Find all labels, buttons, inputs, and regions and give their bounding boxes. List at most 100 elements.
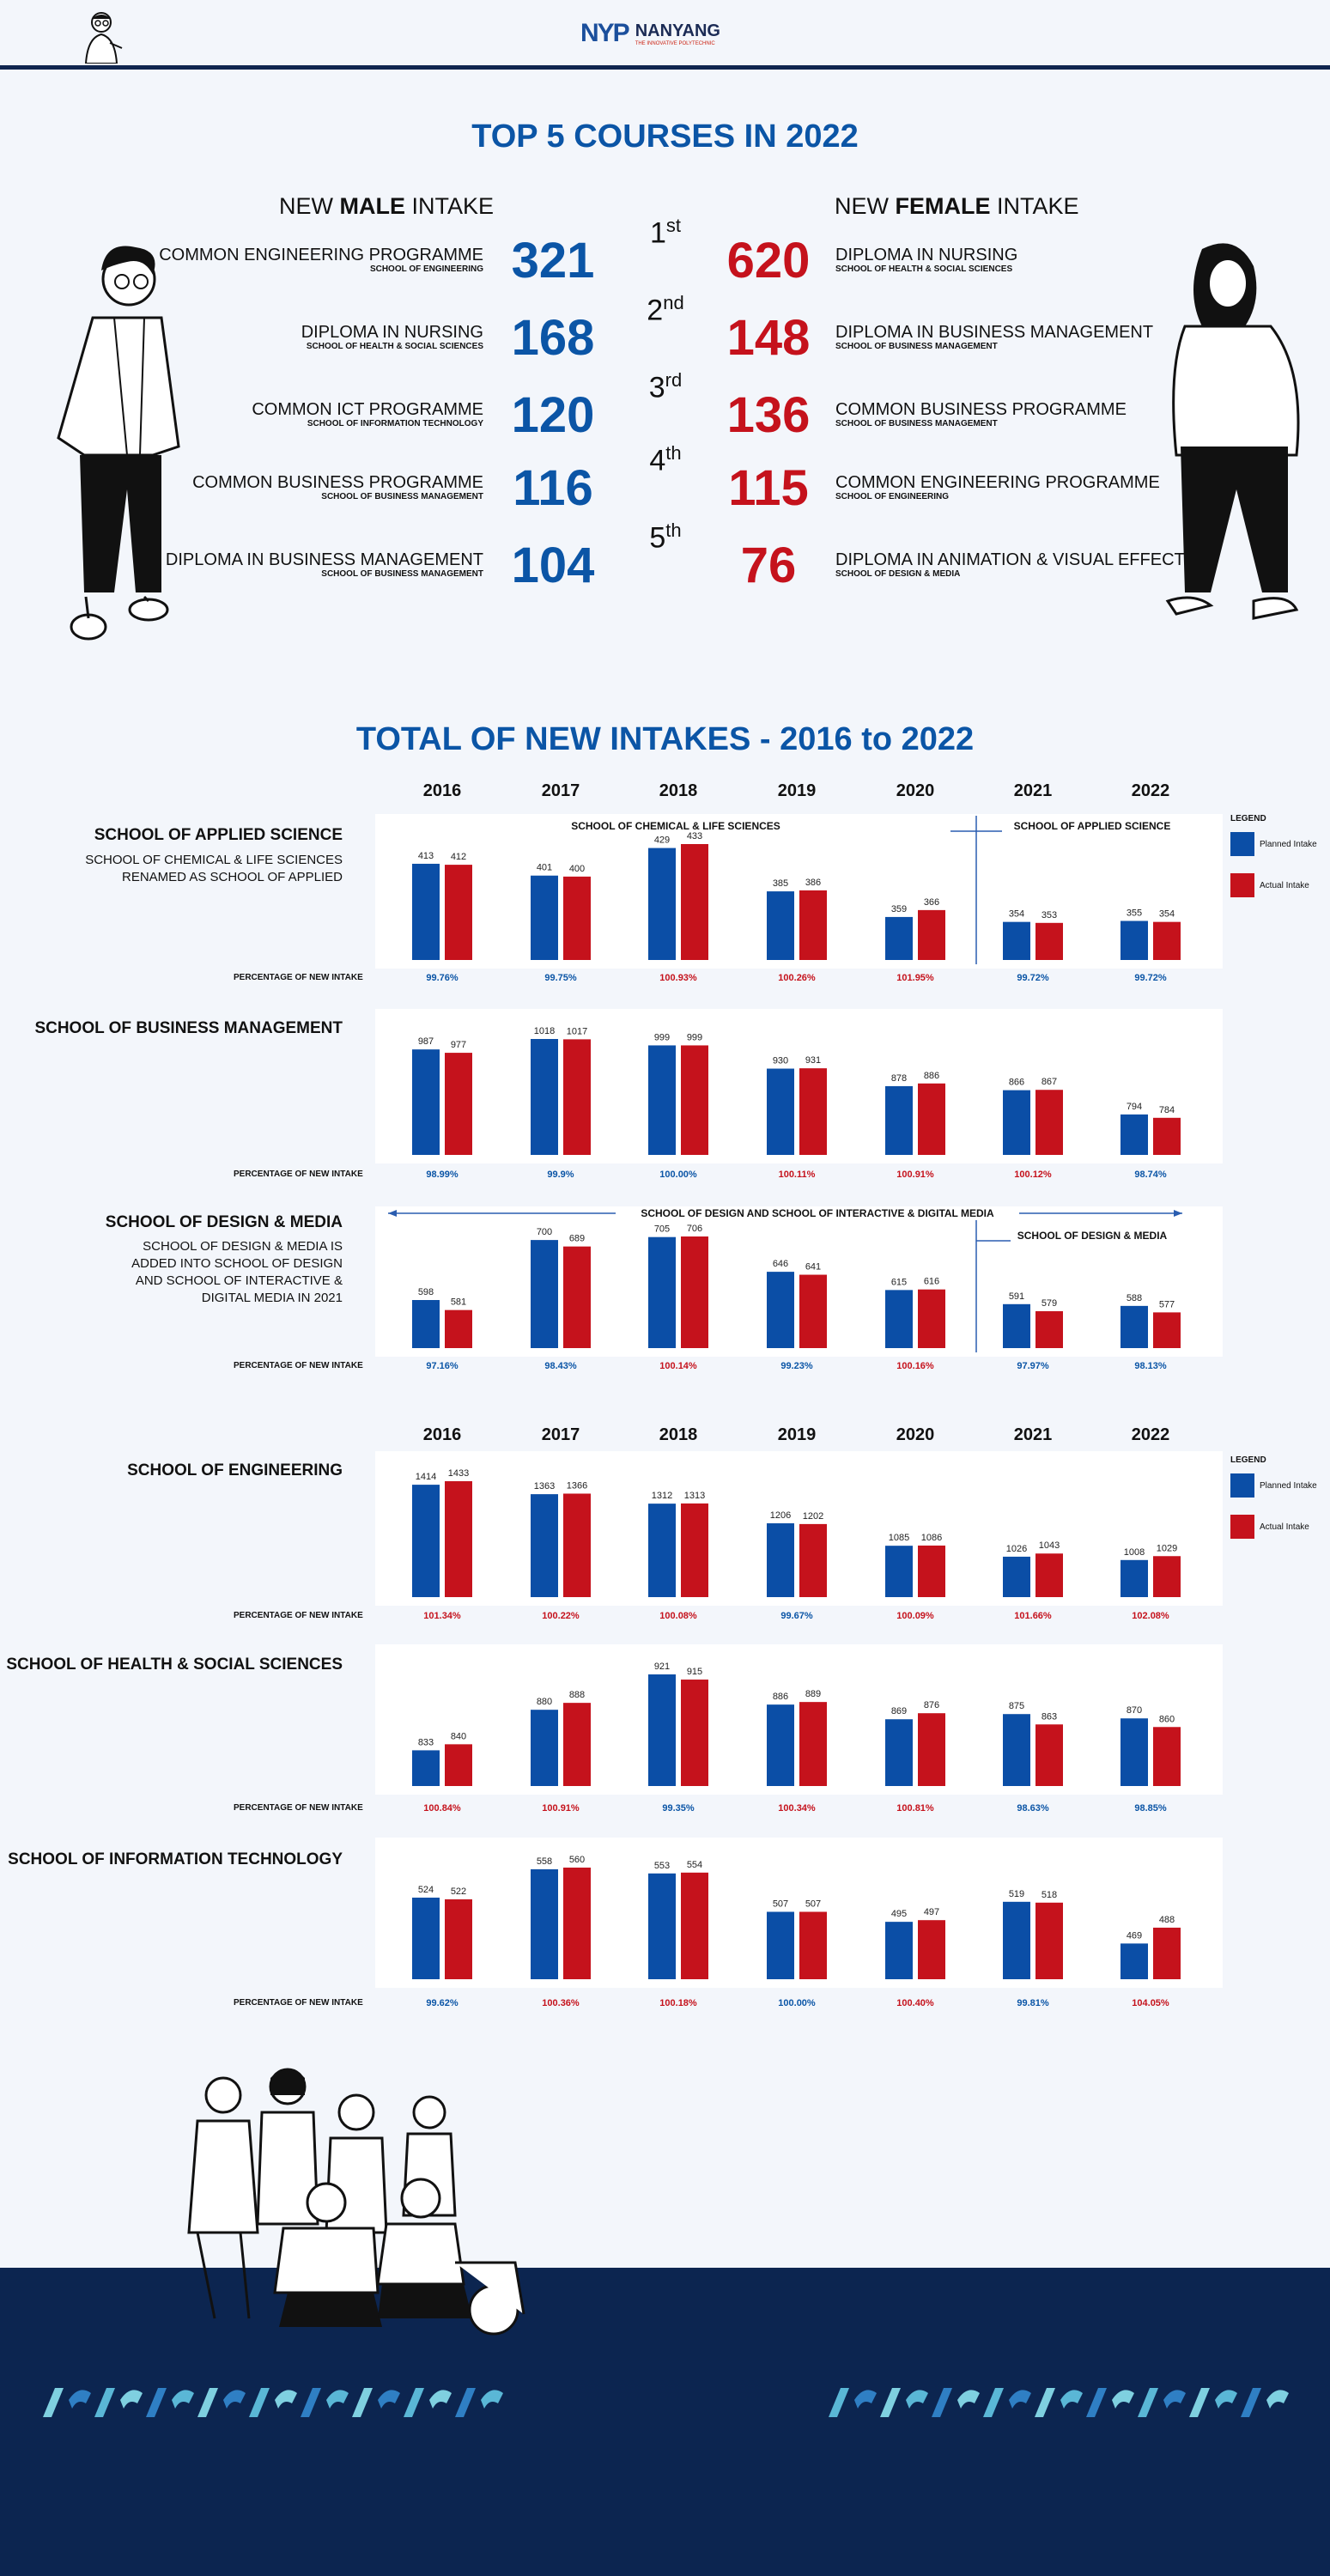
pct-value: 100.12% [1014, 1170, 1052, 1180]
pct-value: 100.93% [659, 973, 697, 983]
pct-value: 100.00% [778, 1998, 816, 2008]
rank-suffix: nd [663, 292, 684, 313]
bar-planned [767, 1272, 794, 1348]
pattern-shape [1215, 2390, 1237, 2409]
annotation-left: SCHOOL OF DESIGN AND SCHOOL OF INTERACTI… [641, 1207, 994, 1219]
rank-label: 2nd [635, 292, 695, 327]
bar-actual [445, 1744, 472, 1786]
pattern-shape [404, 2388, 424, 2417]
legend-swatch-actual [1230, 873, 1254, 897]
label-planned: 1414 [416, 1472, 436, 1482]
year-header: 2018 [659, 781, 698, 800]
intakes-title: TOTAL OF NEW INTAKES - 2016 to 2022 [355, 721, 975, 757]
pct-row-label: PERCENTAGE OF NEW INTAKE [234, 973, 363, 982]
label-planned: 507 [773, 1899, 788, 1909]
bar-actual [563, 1039, 591, 1155]
label-planned: 558 [537, 1856, 552, 1867]
pattern-shape [481, 2390, 503, 2409]
legend-label-actual: Actual Intake [1260, 880, 1309, 890]
school-note-line: SCHOOL OF CHEMICAL & LIFE SCIENCES [85, 853, 343, 867]
bar-actual [1153, 1727, 1181, 1786]
label-planned: 519 [1009, 1889, 1024, 1899]
year-header: 2016 [422, 1425, 462, 1444]
bar-planned [885, 1290, 913, 1348]
bar-planned [885, 1546, 913, 1597]
pct-value: 99.75% [544, 973, 577, 983]
chart-panel: 524 522 558 560 553 554 507 507 495 497 519 518 469 4… [375, 1838, 1223, 1988]
female-course-name: DIPLOMA IN NURSING [835, 246, 1018, 264]
label-planned: 705 [654, 1224, 670, 1235]
male-course-name: DIPLOMA IN BUSINESS MANAGEMENT [165, 550, 483, 569]
rank-label: 4th [635, 442, 695, 477]
legend-swatch-actual [1230, 1515, 1254, 1539]
footer-pattern-left [43, 2383, 507, 2427]
pattern-shape [957, 2390, 980, 2409]
label-planned: 355 [1127, 908, 1142, 919]
male-intake-count: 104 [511, 538, 595, 593]
label-actual: 518 [1042, 1890, 1057, 1900]
label-planned: 869 [891, 1706, 907, 1716]
pct-value: 102.08% [1132, 1611, 1169, 1621]
label-actual: 1029 [1157, 1543, 1177, 1553]
bar-planned [1120, 1559, 1148, 1597]
pattern-shape [429, 2390, 452, 2409]
pattern-shape [829, 2388, 849, 2417]
male-intake-heading: NEW MALE INTAKE [279, 193, 495, 219]
pattern-shape [854, 2390, 877, 2409]
label-actual: 433 [687, 831, 702, 841]
bar-planned [648, 1674, 676, 1786]
pct-value: 100.36% [542, 1998, 580, 2008]
annotation-bg [616, 1206, 1019, 1220]
school-note-line: ADDED INTO SCHOOL OF DESIGN [131, 1256, 343, 1271]
pct-value: 97.16% [426, 1361, 459, 1371]
footer-pattern-right [829, 2383, 1292, 2427]
male-course-name: COMMON BUSINESS PROGRAMME [192, 473, 483, 492]
pattern-shape [906, 2390, 928, 2409]
label-actual: 1086 [921, 1533, 942, 1543]
school-note-line: DIGITAL MEDIA IN 2021 [201, 1291, 343, 1305]
male-course: DIPLOMA IN BUSINESS MANAGEMENT SCHOOL OF … [166, 550, 483, 580]
label-actual: 1433 [448, 1468, 469, 1479]
label-planned: 359 [891, 904, 907, 914]
logo-name: NANYANG [635, 21, 720, 40]
pct-value: 100.91% [896, 1170, 934, 1180]
pct-value: 100.22% [542, 1611, 580, 1621]
pattern-shape [1138, 2388, 1158, 2417]
chart-panel: 987 977 1018 1017 999 999 930 931 878 886 866 867 79… [375, 1009, 1223, 1163]
pct-row-label: PERCENTAGE OF NEW INTAKE [234, 1611, 363, 1620]
pattern-shape [1060, 2390, 1083, 2409]
label-planned: 469 [1127, 1930, 1142, 1941]
pattern-shape [983, 2388, 1004, 2417]
label-planned: 1008 [1124, 1547, 1145, 1558]
label-actual: 507 [805, 1899, 821, 1909]
legend-item-actual: Actual Intake [1230, 873, 1317, 897]
bar-planned [1003, 1556, 1030, 1597]
pattern-shape [249, 2388, 270, 2417]
bar-planned [648, 848, 676, 960]
rank-number: 3 [648, 371, 665, 404]
label-planned: 921 [654, 1662, 670, 1672]
pct-value: 100.91% [542, 1803, 580, 1814]
legend-title: LEGEND [1230, 1455, 1266, 1465]
bar-actual [681, 1045, 708, 1155]
bar-actual [799, 1702, 827, 1786]
arrow-head-left [388, 1210, 397, 1217]
pattern-shape [1241, 2388, 1261, 2417]
bar-planned [767, 1911, 794, 1979]
bar-actual [1035, 1311, 1063, 1348]
label-actual: 999 [687, 1032, 702, 1042]
year-header: 2022 [1131, 1425, 1170, 1444]
label-actual: 860 [1159, 1714, 1175, 1724]
pattern-shape [94, 2388, 115, 2417]
label-actual: 497 [924, 1907, 939, 1917]
label-planned: 1206 [770, 1510, 791, 1521]
label-planned: 880 [537, 1697, 552, 1707]
pct-value: 101.34% [423, 1611, 461, 1621]
top-bar: NYP NANYANG THE INNOVATIVE POLYTECHNIC [0, 0, 1330, 70]
pattern-shape [352, 2388, 373, 2417]
footer-band [0, 2268, 1330, 2576]
school-name: SCHOOL OF BUSINESS MANAGEMENT [34, 1019, 343, 1037]
pct-value: 99.23% [780, 1361, 813, 1371]
male-course-name: COMMON ICT PROGRAMME [252, 400, 483, 419]
bar-actual [1153, 1927, 1181, 1979]
